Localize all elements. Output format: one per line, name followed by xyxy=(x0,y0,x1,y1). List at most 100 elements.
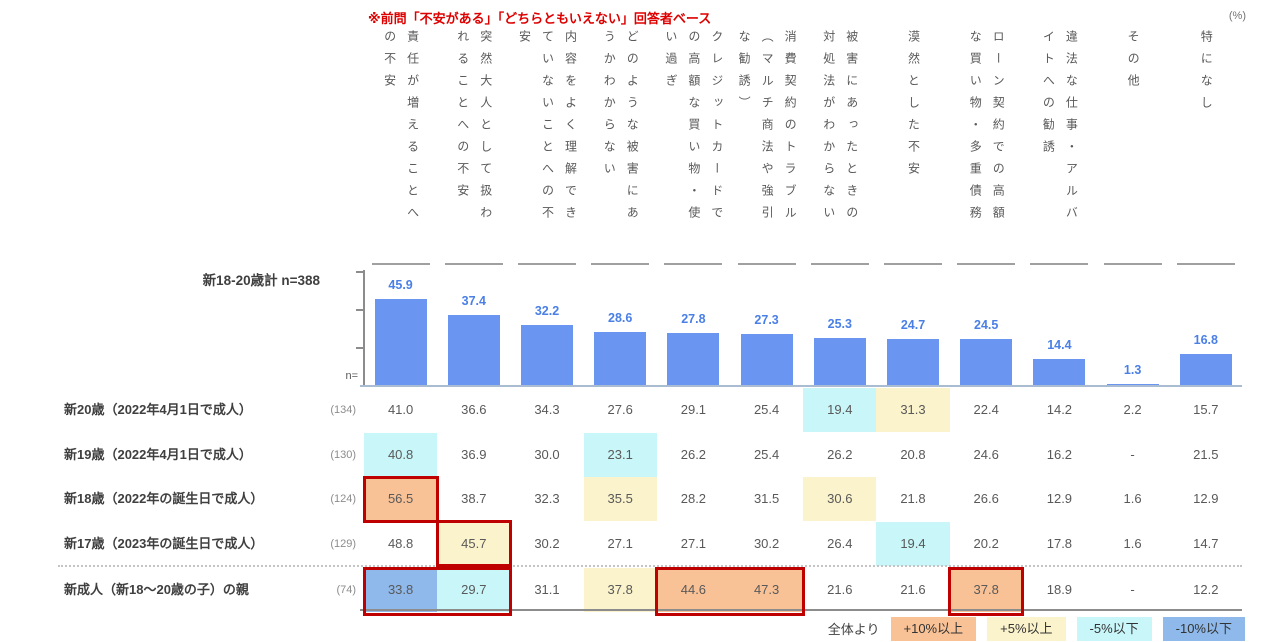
emphasis-box xyxy=(362,475,439,523)
table-cell: 20.2 xyxy=(973,535,999,551)
emphasis-box xyxy=(362,566,512,616)
table-cell: 31.3 xyxy=(876,388,950,432)
bar xyxy=(594,331,647,386)
table-cell: 14.7 xyxy=(1193,535,1219,551)
y-axis-tick xyxy=(356,309,364,311)
column-header: 突然大人として扱わ れることへの不安 xyxy=(437,30,510,242)
n-equals-label: n= xyxy=(345,370,358,382)
column-header-text: 特になし xyxy=(1199,30,1214,118)
table-cell: 47.3 xyxy=(730,567,804,612)
column-top-rule xyxy=(371,263,430,265)
table-cell: 32.3 xyxy=(534,491,560,506)
table-cell: 25.4 xyxy=(753,402,780,417)
bar xyxy=(740,334,793,386)
table-cell: 37.8 xyxy=(949,567,1023,612)
table-bottom-border xyxy=(360,609,1242,611)
table-cell: - xyxy=(1130,446,1135,462)
table-cell: 30.6 xyxy=(803,477,877,521)
column-header-text: 内容をよく理解でき ていないことへの不 安 xyxy=(517,30,578,228)
table-cell: 31.1 xyxy=(534,581,560,597)
column-header-text: 被害にあったときの 対処法がわからない xyxy=(821,30,859,228)
table-cell: 40.8 xyxy=(364,432,438,477)
table-cell: 25.4 xyxy=(753,446,780,462)
row-label: 新成人（新18～20歳の子）の親 xyxy=(64,581,249,597)
table-cell: - xyxy=(1130,581,1135,597)
bar xyxy=(887,339,939,386)
table-cell: 35.5 xyxy=(583,477,657,521)
table-cell: 48.8 xyxy=(387,535,414,551)
legend: 全体より +10%以上 +5%以上 -5%以下 -10%以下 xyxy=(828,616,1245,641)
legend-prefix: 全体より xyxy=(827,622,880,637)
table-cell: 29.1 xyxy=(680,402,707,417)
bar xyxy=(667,333,720,386)
row-label: 新17歳（2023年の誕生日で成人） xyxy=(64,535,264,551)
bar xyxy=(1033,358,1086,386)
table-cell: 28.2 xyxy=(680,491,707,506)
column-header-text: クレジットカードで の高額な買い物・使 い過ぎ xyxy=(663,30,724,228)
table-cell: 19.4 xyxy=(876,521,950,566)
table-cell: 27.1 xyxy=(607,535,633,551)
column-header: どのような被害にあ うかわからない xyxy=(584,30,657,242)
table-cell: 18.9 xyxy=(1046,581,1073,597)
column-header-text: ローン契約での高額 な買い物・多重債務 xyxy=(968,30,1006,228)
column-top-rule xyxy=(737,263,796,265)
table-cell: 17.8 xyxy=(1046,535,1073,551)
bar-value-label: 32.2 xyxy=(534,303,560,318)
table-cell: 44.6 xyxy=(656,567,730,612)
column-header: その他 xyxy=(1096,30,1169,242)
legend-chip: -5%以下 xyxy=(1076,616,1152,641)
column-top-rule xyxy=(1030,263,1089,265)
column-header: ローン契約での高額 な買い物・多重債務 xyxy=(950,30,1023,242)
table-cell: 26.6 xyxy=(973,491,999,506)
table-cell: 41.0 xyxy=(387,402,414,417)
column-top-rule xyxy=(1103,263,1162,265)
chart-baseline xyxy=(360,385,1242,387)
emphasis-box xyxy=(435,520,512,567)
table-cell: 16.2 xyxy=(1046,446,1073,462)
table-cell: 24.6 xyxy=(973,446,999,462)
column-header: 消費契約のトラブル （マルチ商法や強引 な勧誘） xyxy=(730,30,803,242)
column-header-text: 責任が増えることへ の不安 xyxy=(382,30,420,228)
bar xyxy=(813,337,866,386)
bar-value-label: 45.9 xyxy=(388,277,413,292)
table-cell: 37.8 xyxy=(583,567,657,612)
bar-value-label: 24.7 xyxy=(900,318,926,333)
table-cell: 1.6 xyxy=(1123,535,1142,551)
bar-value-label: 37.4 xyxy=(461,293,486,308)
row-label: 新18歳（2022年の誕生日で成人） xyxy=(64,491,264,506)
table-cell: 56.5 xyxy=(364,477,438,521)
table-cell: 21.6 xyxy=(827,581,853,597)
legend-items: +10%以上 +5%以上 -5%以下 -10%以下 xyxy=(890,616,1245,641)
table-cell: 21.5 xyxy=(1193,446,1219,462)
series-total-label: 新18-20歳計 n=388 xyxy=(202,273,320,288)
column-header: 漠然とした不安 xyxy=(876,30,949,242)
table-cell: 20.8 xyxy=(900,446,926,462)
table-cell: 27.6 xyxy=(607,402,633,417)
table-cell: 36.9 xyxy=(461,446,487,462)
table-cell: 30.0 xyxy=(534,446,560,462)
column-top-rule xyxy=(884,263,942,265)
emphasis-box xyxy=(948,566,1025,616)
bar xyxy=(521,324,573,386)
column-top-rule xyxy=(810,263,869,265)
column-top-rule xyxy=(957,263,1016,265)
table-cell: 21.6 xyxy=(900,581,926,597)
table-cell: 27.1 xyxy=(680,535,707,551)
column-header: 違法な仕事・アルバ イトへの勧誘 xyxy=(1023,30,1096,242)
legend-chip: +10%以上 xyxy=(890,616,977,641)
bar-value-label: 14.4 xyxy=(1047,337,1072,352)
row-n-count: (124) xyxy=(330,493,356,505)
bar xyxy=(1179,354,1232,386)
row-n-count: (129) xyxy=(330,537,356,550)
row-n-count: (130) xyxy=(330,448,356,461)
table-cell: 26.2 xyxy=(827,446,853,462)
bar-value-label: 25.3 xyxy=(827,316,852,331)
row-n-count: (74) xyxy=(336,583,356,596)
table-cell: 30.2 xyxy=(753,535,780,551)
y-axis-tick xyxy=(356,271,364,273)
table-cell: 34.3 xyxy=(534,402,560,417)
column-top-rule xyxy=(1176,263,1235,265)
column-top-rule xyxy=(664,263,723,265)
table-cell: 38.7 xyxy=(461,491,487,506)
table-cell: 19.4 xyxy=(803,388,877,432)
